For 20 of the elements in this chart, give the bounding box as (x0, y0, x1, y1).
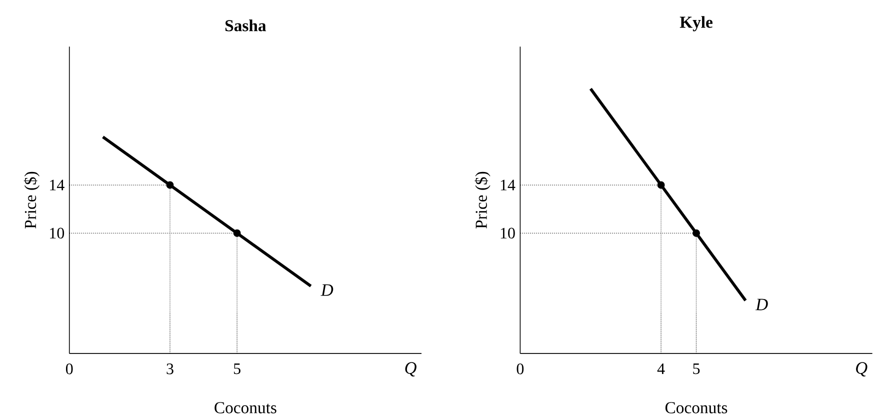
x-axis-title: Coconuts (214, 402, 276, 414)
y-axis-title: Price ($) (24, 172, 40, 228)
chart-title: Kyle (680, 16, 712, 32)
y-tick-label: 10 (500, 228, 515, 238)
text: Q (856, 362, 868, 376)
y-axis-title: Price ($) (474, 172, 490, 228)
annotation: D (320, 284, 334, 296)
chart-title: Sasha (225, 20, 266, 32)
text: Q (405, 362, 416, 376)
x-tick-label: 5 (693, 363, 700, 374)
y-tick-label: 14 (500, 180, 516, 190)
x-tick-label: 0 (66, 363, 73, 374)
x-tick-label: 0 (516, 363, 524, 374)
y-tick-label: 14 (50, 180, 64, 190)
annotation: D (755, 298, 768, 310)
x-axis-title: Coconuts (665, 402, 728, 414)
x-tick-label: 4 (657, 363, 665, 374)
x-tick-label: 5 (234, 363, 240, 374)
y-tick-label: 10 (50, 228, 64, 238)
x-tick-label: 3 (166, 363, 174, 374)
